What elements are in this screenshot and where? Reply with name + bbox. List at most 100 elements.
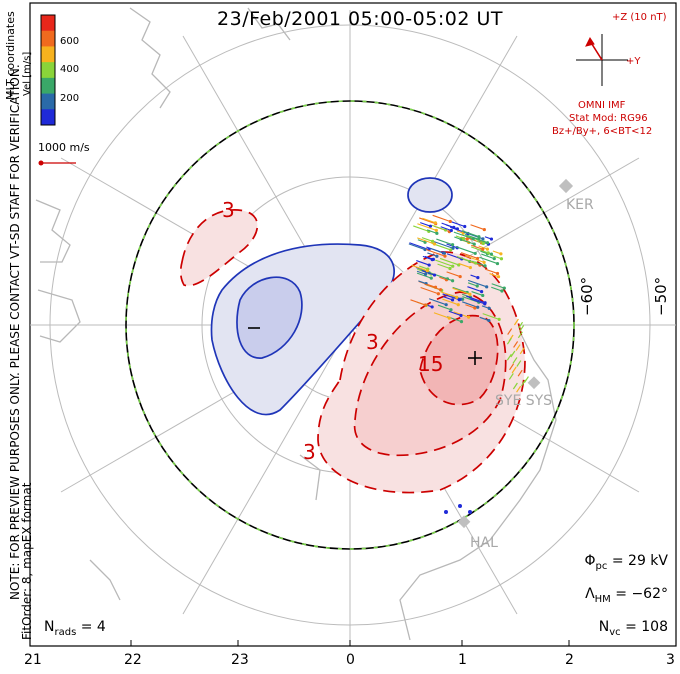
velocity-vector xyxy=(516,360,522,367)
velocity-vector xyxy=(422,255,433,261)
velocity-vector xyxy=(430,247,445,254)
phi-symbol: Φ xyxy=(584,553,596,569)
velocity-vector-origin xyxy=(486,251,490,255)
velocity-vector xyxy=(411,264,428,272)
mlt-tick-3: 3 xyxy=(666,652,675,668)
imf-dial xyxy=(576,34,628,86)
velocity-vector xyxy=(464,255,485,263)
velocity-vector xyxy=(467,286,482,293)
nrads-value: = 4 xyxy=(80,619,106,635)
velocity-vector-origin xyxy=(476,276,480,280)
velocity-vector-origin xyxy=(450,298,455,302)
velocity-vector-origin xyxy=(474,261,478,265)
nvc-symbol: N xyxy=(598,619,610,635)
velocity-vector xyxy=(453,231,474,240)
velocity-vector xyxy=(509,363,515,371)
velocity-vector xyxy=(518,321,524,329)
velocity-vector xyxy=(432,214,451,222)
colorbar-tick-600: 600 xyxy=(60,36,80,47)
velocity-vector-origin xyxy=(449,228,453,233)
nvc-value: = 108 xyxy=(625,619,668,635)
velocity-vector-origin xyxy=(448,266,452,271)
velocity-vector xyxy=(421,270,435,276)
fit-order-note: FitOrder: 8, mapEX format xyxy=(20,482,34,640)
velocity-vector xyxy=(521,379,527,387)
velocity-vector-origin xyxy=(459,319,464,324)
velocity-vector xyxy=(440,226,452,232)
velocity-vector xyxy=(433,241,454,249)
velocity-vector-origin xyxy=(448,219,452,224)
velocity-vector xyxy=(452,286,468,293)
velocity-vector xyxy=(435,259,453,267)
velocity-vector xyxy=(458,263,471,269)
contour-label-upper-left: 3 xyxy=(222,198,235,222)
colorbar-swatch xyxy=(41,62,55,79)
velocity-vector xyxy=(470,224,485,231)
velocity-vector xyxy=(516,385,522,393)
velocity-vector-origin xyxy=(443,254,447,258)
velocity-vector xyxy=(448,310,462,317)
nvc-subscript: vc xyxy=(609,626,621,638)
velocity-vector xyxy=(461,230,480,238)
velocity-vector xyxy=(491,286,503,292)
velocity-vector xyxy=(491,283,505,289)
velocity-vector-origin xyxy=(502,286,506,290)
velocity-vector xyxy=(472,237,488,244)
velocity-vector-origin xyxy=(485,247,490,251)
velocity-vector-origin xyxy=(497,317,501,321)
velocity-vector xyxy=(465,304,475,309)
velocity-vector-origin xyxy=(456,303,460,307)
velocity-vector-origin xyxy=(463,224,467,229)
velocity-vector xyxy=(484,268,498,274)
colorbar-swatch xyxy=(41,93,55,110)
velocity-vector xyxy=(482,313,500,320)
velocity-vector-origin xyxy=(435,231,439,235)
velocity-vector xyxy=(410,299,426,306)
velocity-vector xyxy=(466,295,486,304)
contour-label-center: 3 xyxy=(366,330,379,354)
velocity-vector-origin xyxy=(471,237,475,241)
velocity-vector xyxy=(452,287,471,295)
velocity-vector xyxy=(470,298,485,305)
velocity-vector xyxy=(445,224,458,230)
station-label-ker: KER xyxy=(566,197,594,213)
velocity-vector xyxy=(511,366,517,374)
velocity-vector xyxy=(439,257,459,266)
mlt-tick-21: 21 xyxy=(24,652,42,668)
contour-label-peak: 15 xyxy=(418,352,444,376)
colorbar-swatch xyxy=(41,77,55,95)
velocity-vector-origin xyxy=(482,260,486,264)
velocity-vector-origin xyxy=(473,251,477,256)
velocity-vector-origin xyxy=(444,510,448,514)
velocity-vector xyxy=(506,353,512,361)
velocity-vector xyxy=(431,224,446,231)
velocity-vector xyxy=(460,252,478,259)
velocity-vector-origin xyxy=(432,273,437,277)
velocity-vector xyxy=(471,244,483,250)
velocity-vector xyxy=(437,263,451,269)
velocity-vector xyxy=(519,325,525,332)
velocity-vector-origin xyxy=(451,279,455,283)
positive-small-cell xyxy=(179,209,259,287)
negative-cell-inner xyxy=(236,276,303,359)
velocity-vector-origin xyxy=(431,257,435,261)
velocity-vector-origin xyxy=(495,271,500,276)
colorbar-swatch xyxy=(41,109,55,126)
velocity-vector xyxy=(442,298,459,306)
velocity-vector-origin xyxy=(451,243,455,247)
mlt-tick-23: 23 xyxy=(231,652,249,668)
velocity-vector-origin xyxy=(427,263,431,267)
velocity-vector-origin xyxy=(451,264,455,268)
velocity-vector-origin xyxy=(451,246,455,250)
velocity-vector xyxy=(513,341,519,348)
velocity-vector-origin xyxy=(468,510,472,514)
velocity-vector xyxy=(413,225,429,232)
velocity-vector xyxy=(420,222,431,227)
velocity-vector xyxy=(467,282,478,287)
lambda-value: = −62° xyxy=(615,586,668,602)
velocity-vector xyxy=(479,316,490,322)
velocity-vectors xyxy=(408,214,529,514)
velocity-vector xyxy=(471,291,483,296)
velocity-vector-origin xyxy=(476,305,480,309)
velocity-vector xyxy=(427,252,438,257)
